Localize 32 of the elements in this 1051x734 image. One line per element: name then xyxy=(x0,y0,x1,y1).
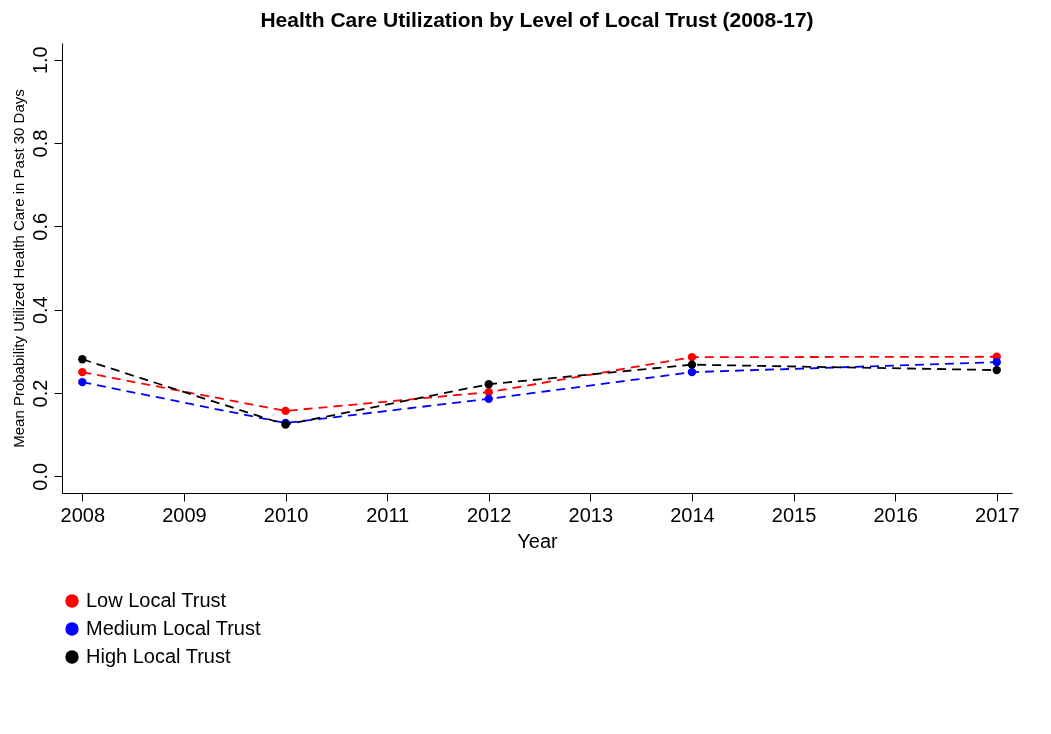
y-tick-label: 0.4 xyxy=(28,296,51,325)
x-tick-label: 2009 xyxy=(162,503,207,526)
y-tick-label: 1.0 xyxy=(28,46,51,75)
x-tick-label: 2015 xyxy=(771,503,817,526)
point xyxy=(78,377,87,387)
chart-title: Health Care Utilization by Level of Local Trust (2008-17) xyxy=(260,8,814,31)
x-tick-label: 2014 xyxy=(670,503,715,526)
x-axis-title: Year xyxy=(517,529,559,552)
point xyxy=(687,360,697,369)
point xyxy=(78,367,87,377)
point xyxy=(992,365,1001,375)
x-tick-label: 2017 xyxy=(975,503,1020,526)
y-tick-label: 0.8 xyxy=(28,129,51,158)
x-tick-label: 2011 xyxy=(366,503,410,526)
legend-label: High Local Trust xyxy=(86,645,231,667)
x-tick-label: 2012 xyxy=(466,503,512,526)
point xyxy=(484,394,493,404)
y-axis-title: Mean Probability Utilized Health Care in Past 30 Days xyxy=(9,89,27,448)
x-tick-label: 2010 xyxy=(263,503,309,526)
point xyxy=(484,380,493,389)
point xyxy=(281,406,290,416)
legend-label: Medium Local Trust xyxy=(86,617,261,639)
y-tick-label: 0.2 xyxy=(28,379,51,408)
point xyxy=(78,355,87,364)
x-tick-label: 2013 xyxy=(568,503,614,526)
y-tick-label: 0.6 xyxy=(28,212,51,241)
point xyxy=(687,352,697,362)
x-tick-label: 2008 xyxy=(60,503,106,526)
legend-label: Low Local Trust xyxy=(86,589,227,611)
y-tick-label: 0.0 xyxy=(28,462,51,491)
x-tick-label: 2016 xyxy=(873,503,918,526)
point xyxy=(992,357,1001,367)
